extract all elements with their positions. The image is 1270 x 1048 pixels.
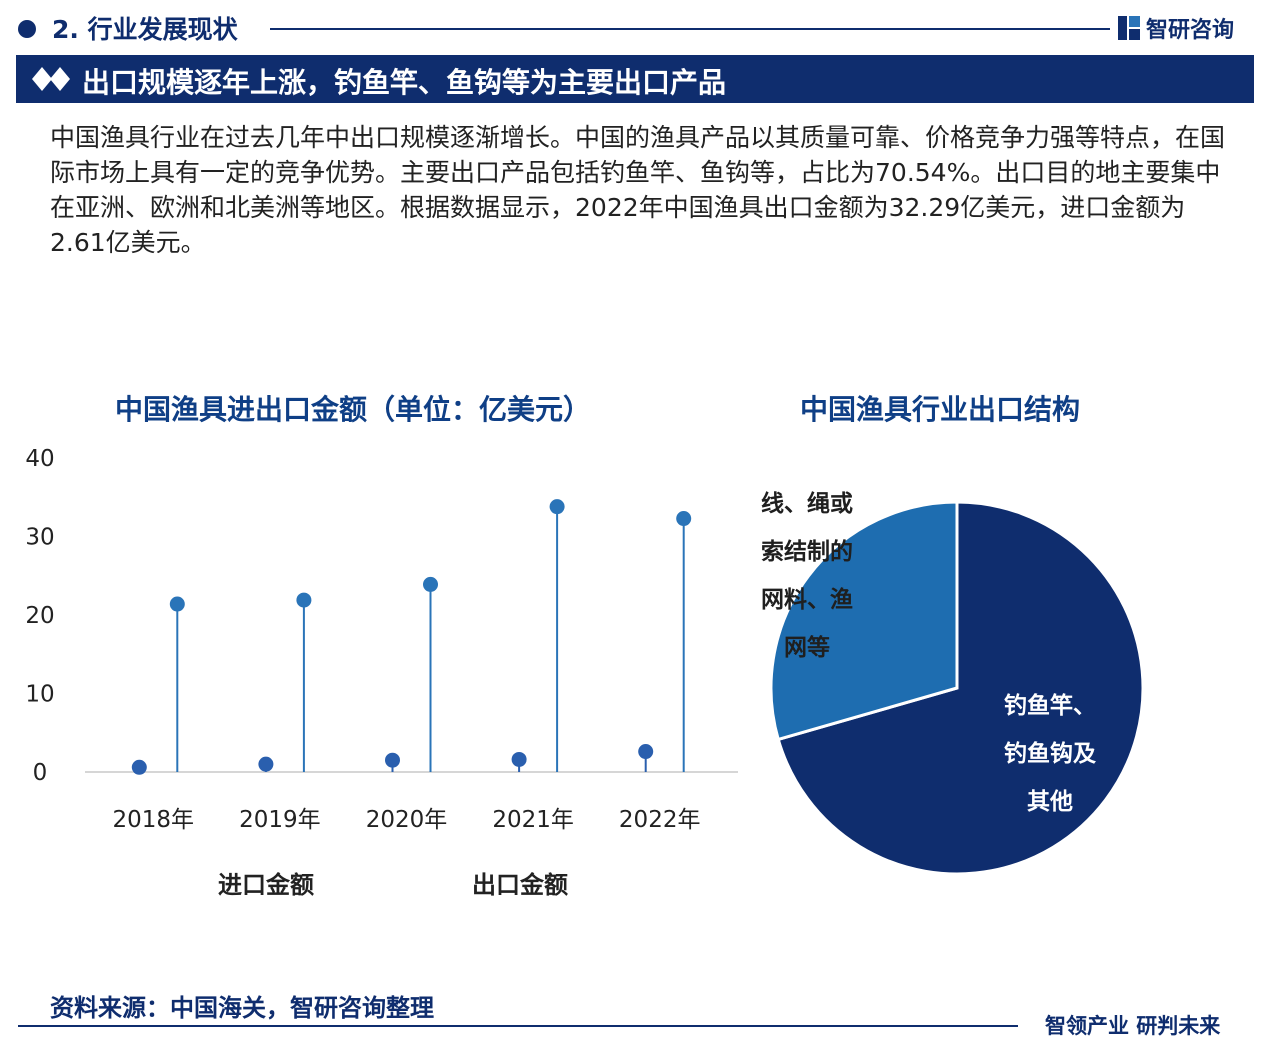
- legend-export-label: 出口金额: [472, 871, 568, 899]
- x-tick-label: 2019年: [239, 807, 321, 833]
- import-point: [638, 744, 654, 760]
- legend-import-label: 进口金额: [218, 871, 314, 899]
- banner-title: 出口规模逐年上涨，钓鱼竿、鱼钩等为主要出口产品: [82, 66, 727, 99]
- brand-name: 智研咨询: [1146, 18, 1235, 43]
- x-tick-label: 2020年: [366, 807, 448, 833]
- export-point: [549, 499, 565, 515]
- double-diamond-icon: [32, 67, 70, 91]
- export-point: [423, 576, 438, 592]
- trade-lollipop-chart: 0 10 20 30 40 2018年 2019年 2020年 2021年 2022年: [25, 446, 738, 833]
- pie-slice-nets: [769, 500, 959, 742]
- source-note: 资料来源：中国海关，智研咨询整理: [50, 994, 434, 1022]
- brand-logo-icon: [1118, 16, 1140, 40]
- import-point: [385, 752, 400, 768]
- export-point: [169, 596, 185, 612]
- footer-rule: [18, 1025, 1018, 1027]
- x-tick-label: 2022年: [619, 807, 701, 833]
- y-tick-label: 40: [25, 446, 54, 472]
- footer-slogan: 智领产业 研判未来: [1045, 1014, 1221, 1038]
- x-tick-label: 2021年: [492, 807, 574, 833]
- intro-paragraph: 中国渔具行业在过去几年中出口规模逐渐增长。中国的渔具产品以其质量可靠、价格竞争力…: [50, 123, 1226, 257]
- import-point: [131, 759, 147, 775]
- export-structure-pie: [769, 500, 1145, 876]
- trade-chart-title: 中国渔具进出口金额（单位：亿美元）: [115, 393, 592, 426]
- import-point: [258, 756, 274, 772]
- import-point: [511, 751, 527, 767]
- y-tick-label: 20: [25, 603, 54, 629]
- y-tick-label: 10: [25, 682, 54, 708]
- y-tick-label: 30: [25, 525, 54, 551]
- header-rule: [270, 28, 1110, 30]
- y-tick-label: 0: [33, 760, 48, 786]
- pie-slice-fishing-rods: [776, 500, 1145, 876]
- brand: 智研咨询: [1118, 12, 1234, 44]
- export-point: [296, 592, 312, 608]
- x-tick-label: 2018年: [113, 807, 195, 833]
- pie-label-fishing-rods: 钓鱼竿、 钓鱼钩及 其他: [1004, 693, 1096, 815]
- pie-label-nets: 线、绳或 索结制的 网料、渔 网等: [761, 491, 853, 661]
- section-bullet: [18, 20, 36, 38]
- section-title: 2. 行业发展现状: [52, 15, 238, 44]
- export-point: [676, 511, 692, 527]
- export-structure-title: 中国渔具行业出口结构: [800, 393, 1081, 426]
- title-banner: 出口规模逐年上涨，钓鱼竿、鱼钩等为主要出口产品: [16, 55, 1254, 103]
